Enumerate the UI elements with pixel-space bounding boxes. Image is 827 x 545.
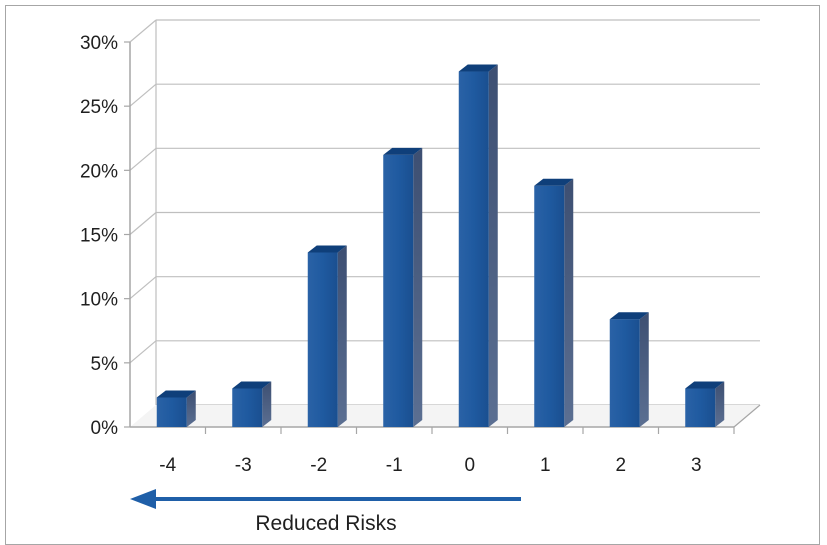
bar-top <box>232 381 272 389</box>
bar-top <box>609 312 649 320</box>
x-tick-label: 1 <box>540 455 551 476</box>
y-tick-label: 0% <box>91 418 119 439</box>
bar <box>307 252 338 427</box>
bar <box>685 388 716 427</box>
bar-side <box>262 381 272 427</box>
gridline-diagonal <box>129 147 157 171</box>
y-tick-label: 15% <box>80 226 118 247</box>
y-tick-label: 25% <box>80 97 118 118</box>
y-tick-label: 10% <box>80 290 118 311</box>
bar-side <box>337 245 347 427</box>
bar <box>232 388 263 427</box>
x-tick-label: 2 <box>615 455 626 476</box>
bar-top <box>534 178 574 186</box>
gridline-diagonal <box>129 212 157 235</box>
bar <box>383 154 414 427</box>
bar <box>609 319 640 427</box>
gridline-diagonal <box>129 340 157 364</box>
x-tick-label: 0 <box>464 455 475 476</box>
bar-side <box>639 312 649 427</box>
annotation-label: Reduced Risks <box>255 512 396 535</box>
bar-side <box>564 178 574 427</box>
x-tick-label: -4 <box>159 455 176 476</box>
bar-top <box>383 147 423 155</box>
floor-plane <box>130 405 760 427</box>
bar-side <box>715 381 725 427</box>
x-axis-edge <box>733 404 761 428</box>
gridline-diagonal <box>129 83 157 107</box>
bar-top <box>156 390 196 398</box>
x-tick-label: -3 <box>235 455 252 476</box>
gridline-diagonal <box>129 276 157 300</box>
bar-side <box>186 390 196 427</box>
bar-side <box>488 64 498 428</box>
bar <box>156 397 187 427</box>
x-tick-label: -2 <box>310 455 327 476</box>
y-tick-label: 5% <box>91 354 119 375</box>
bar <box>534 185 565 427</box>
y-tick-label: 20% <box>80 161 118 182</box>
bar-top <box>685 381 725 389</box>
bar-side <box>413 147 423 427</box>
annotation-group: Reduced Risks <box>130 489 521 535</box>
y-tick-label: 30% <box>80 33 118 54</box>
bar-top <box>307 245 347 253</box>
x-tick-label: -1 <box>386 455 403 476</box>
gridline-diagonal <box>129 19 157 43</box>
annotation-arrow-head <box>130 489 156 509</box>
x-tick-label: 3 <box>691 455 702 476</box>
bar-top <box>458 64 498 72</box>
plot-area: 0% 5% 10% 15% 20% 25% 30% -4 -3 -2 -1 0 1 2 3 <box>80 19 761 476</box>
bar <box>458 71 489 428</box>
